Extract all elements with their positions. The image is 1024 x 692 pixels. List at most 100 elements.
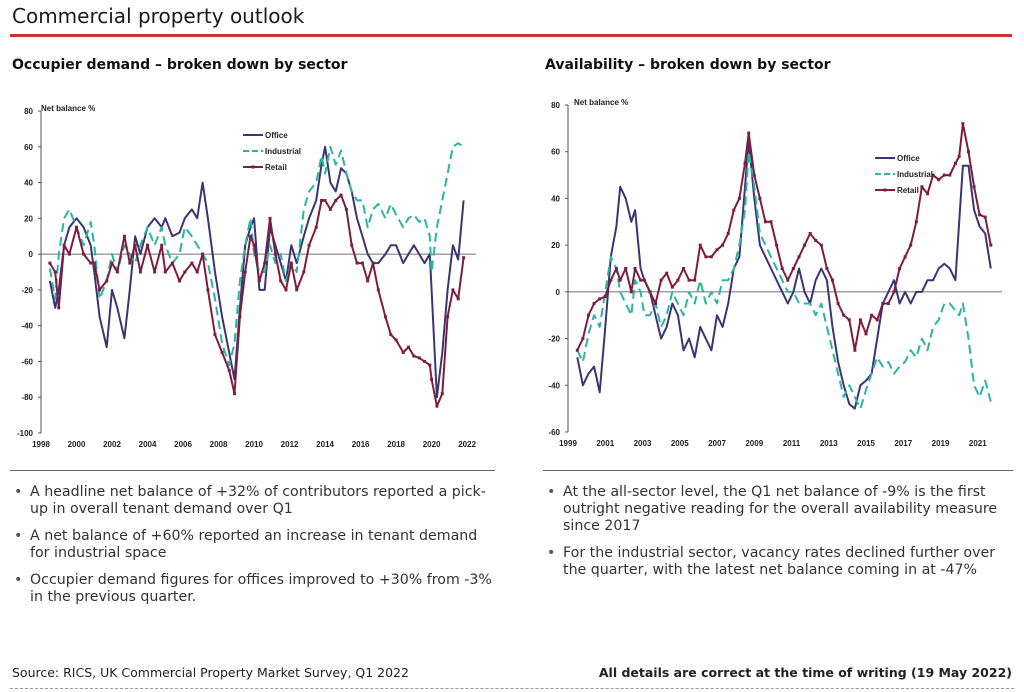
title-divider — [10, 34, 1012, 37]
right-bullet-item: At the all-sector level, the Q1 net bala… — [543, 484, 1013, 535]
x-tick-label: 2013 — [820, 439, 838, 448]
retail-point-marker — [797, 255, 801, 259]
retail-point-marker — [769, 220, 773, 224]
retail-point-marker — [624, 267, 628, 270]
retail-point-marker — [639, 278, 643, 282]
retail-point-marker — [339, 193, 343, 197]
y-tick-label: -100 — [17, 429, 34, 438]
y-tick-label: 20 — [24, 214, 33, 223]
retail-point-marker — [747, 131, 751, 135]
retail-point-marker — [704, 255, 708, 259]
legend-marker-retail — [251, 165, 255, 169]
retail-point-marker — [360, 261, 364, 265]
retail-point-marker — [614, 267, 618, 270]
x-tick-label: 2014 — [316, 440, 334, 449]
retail-point-marker — [456, 297, 460, 301]
y-tick-label: -20 — [548, 335, 560, 344]
x-tick-label: 2000 — [68, 440, 86, 449]
retail-point-marker — [791, 267, 795, 270]
retail-point-marker — [825, 267, 829, 270]
x-tick-label: 2019 — [932, 439, 950, 448]
x-tick-label: 2017 — [894, 439, 912, 448]
y-tick-label: -60 — [21, 357, 33, 366]
retail-point-marker — [886, 302, 890, 306]
retail-point-marker — [598, 297, 602, 301]
y-tick-label: -40 — [21, 322, 33, 331]
retail-point-marker — [670, 285, 674, 289]
retail-point-marker — [898, 267, 902, 270]
right-bullet-list: At the all-sector level, the Q1 net bala… — [543, 484, 1013, 589]
retail-point-marker — [847, 318, 851, 322]
retail-point-marker — [92, 261, 96, 265]
x-tick-label: 2002 — [103, 440, 121, 449]
retail-point-marker — [344, 207, 348, 211]
left-panel-divider — [10, 470, 495, 471]
retail-point-marker — [430, 377, 434, 381]
retail-point-marker — [920, 185, 924, 189]
retail-point-marker — [763, 220, 767, 224]
retail-point-marker — [133, 243, 137, 247]
retail-point-marker — [89, 261, 93, 265]
industrial-series-line — [576, 150, 992, 410]
retail-point-marker — [82, 252, 86, 256]
footer-divider — [10, 688, 1014, 689]
retail-point-marker — [633, 267, 637, 270]
retail-point-marker — [864, 332, 868, 336]
legend-label-retail: Retail — [897, 186, 919, 195]
retail-point-marker — [721, 243, 725, 247]
retail-point-marker — [803, 243, 807, 247]
retail-point-marker — [440, 392, 444, 396]
legend-label-office: Office — [265, 131, 288, 140]
y-tick-label: 0 — [556, 288, 561, 297]
source-note: Source: RICS, UK Commercial Property Mar… — [12, 665, 409, 680]
x-tick-label: 2021 — [969, 439, 987, 448]
retail-point-marker — [462, 256, 466, 260]
legend-marker-retail — [883, 188, 887, 192]
retail-point-marker — [925, 192, 929, 196]
left-bullet-item: Occupier demand figures for offices impr… — [10, 572, 498, 606]
retail-point-marker — [780, 267, 784, 270]
retail-point-marker — [681, 267, 685, 270]
retail-point-marker — [586, 313, 590, 317]
retail-point-marker — [138, 270, 142, 274]
retail-point-marker — [618, 278, 622, 282]
retail-point-marker — [62, 243, 66, 247]
retail-point-marker — [163, 270, 167, 274]
y-tick-label: 0 — [29, 250, 34, 259]
retail-point-marker — [435, 404, 439, 408]
retail-point-marker — [715, 248, 719, 252]
retail-point-marker — [75, 225, 79, 229]
retail-point-marker — [875, 318, 879, 322]
office-series-line — [48, 145, 465, 399]
retail-point-marker — [376, 288, 380, 292]
retail-point-marker — [201, 252, 205, 256]
retail-point-marker — [881, 302, 885, 306]
retail-point-marker — [417, 356, 421, 360]
x-tick-label: 2005 — [671, 439, 689, 448]
x-tick-label: 2001 — [596, 439, 614, 448]
retail-point-marker — [451, 288, 455, 292]
retail-point-marker — [842, 313, 846, 317]
retail-point-marker — [709, 255, 713, 259]
x-tick-label: 2018 — [387, 440, 405, 449]
x-tick-label: 2006 — [174, 440, 192, 449]
y-tick-label: 40 — [551, 194, 560, 203]
retail-point-marker — [808, 231, 812, 235]
legend-label-office: Office — [897, 154, 920, 163]
retail-point-marker — [687, 278, 691, 282]
retail-point-marker — [122, 234, 126, 238]
retail-point-marker — [966, 150, 970, 154]
retail-point-marker — [394, 338, 398, 342]
retail-point-marker — [953, 161, 957, 165]
left-bullet-item: A net balance of +60% reported an increa… — [10, 528, 498, 562]
retail-point-marker — [153, 270, 157, 274]
retail-point-marker — [371, 261, 375, 265]
retail-point-marker — [233, 392, 237, 396]
retail-point-marker — [53, 270, 57, 274]
retail-point-marker — [314, 225, 318, 229]
retail-point-marker — [629, 290, 633, 294]
retail-point-marker — [592, 302, 596, 306]
retail-point-marker — [170, 261, 174, 265]
retail-point-marker — [676, 278, 680, 282]
retail-point-marker — [355, 261, 359, 265]
